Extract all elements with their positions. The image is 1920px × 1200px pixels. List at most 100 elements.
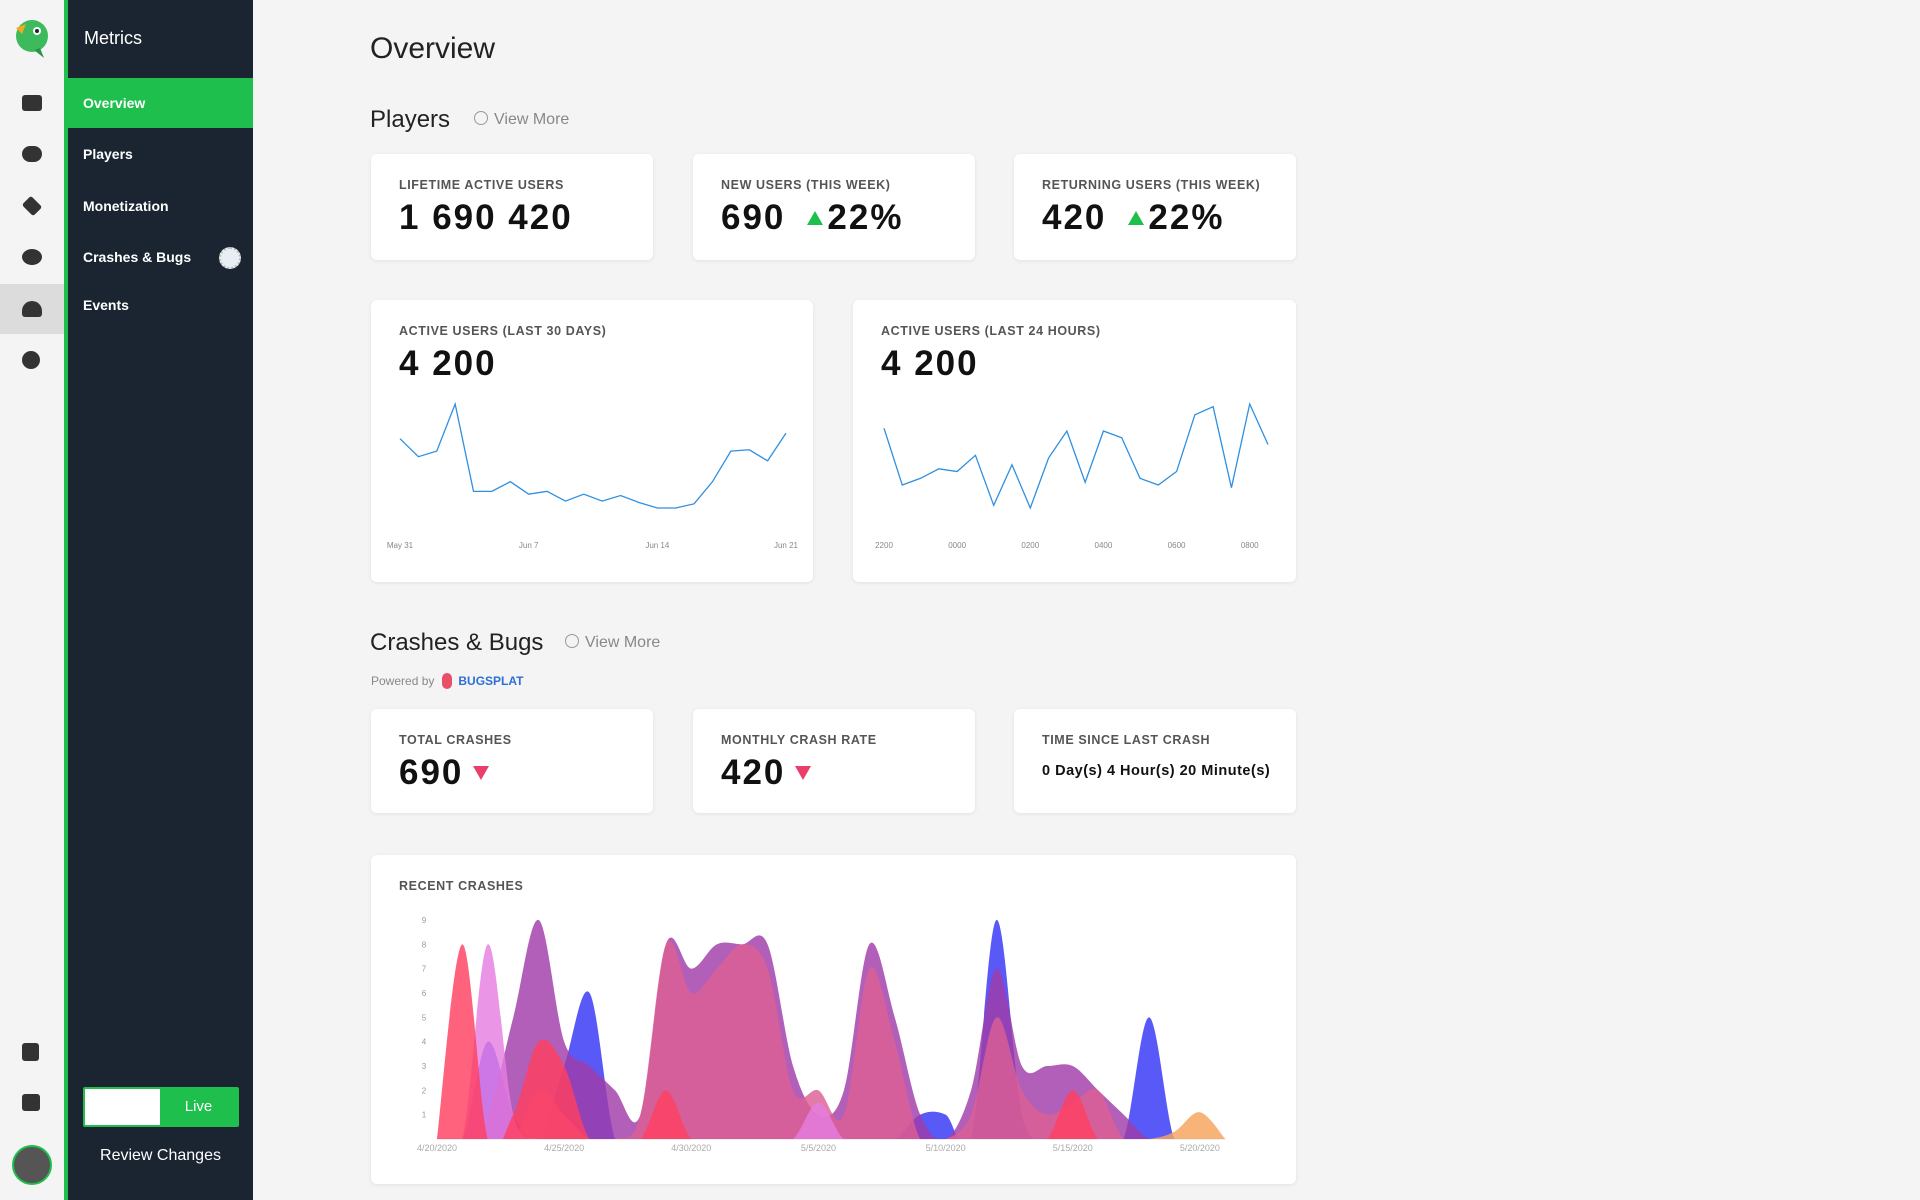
up-arrow (1128, 211, 1145, 225)
y-tick-label: 9 (422, 916, 427, 925)
y-tick-label: 7 (422, 965, 427, 974)
x-tick-label: 5/20/2020 (1180, 1143, 1220, 1153)
card-value-row: 1 690 420 (399, 198, 573, 238)
card-value-row: 420 (721, 753, 812, 793)
card-value: 690 (721, 198, 786, 237)
chart-card: RECENT CRASHES 1 2 3 4 5 6 7 8 9 4/20/2020 4/25/20… (371, 855, 1296, 1184)
review-changes[interactable]: Review Changes (100, 1147, 221, 1164)
stat-card: RETURNING USERS (THIS WEEK) 420 22% (1014, 154, 1296, 260)
y-tick-label: 6 (422, 989, 427, 998)
sidebar-title: Metrics (84, 28, 142, 48)
card-value-row: 420 22% (1042, 198, 1224, 238)
bugsplat-logo (442, 673, 453, 689)
card-value: 420 (721, 753, 786, 792)
section-heading: Players (370, 106, 451, 133)
card-value: 0 Day(s) 4 Hour(s) 20 Minute(s) (1042, 763, 1271, 779)
games-icon[interactable] (22, 146, 42, 162)
card-label: ACTIVE USERS (LAST 30 DAYS) (399, 324, 607, 338)
avatar[interactable] (12, 1145, 52, 1185)
x-tick-label: 0400 (1095, 541, 1113, 550)
down-arrow (473, 766, 490, 780)
card-value: 690 (399, 753, 464, 792)
live-toggle[interactable]: Live (83, 1087, 239, 1127)
stat-card: MONTHLY CRASH RATE 420 (693, 709, 975, 813)
x-tick-label: 0000 (948, 541, 966, 550)
card-change: 22% (1148, 198, 1225, 237)
logo (16, 20, 48, 58)
card-value-row: 690 (399, 753, 490, 793)
nav-item[interactable]: Overview (68, 78, 253, 128)
discord-icon[interactable] (22, 1094, 40, 1111)
area-chart: 1 2 3 4 5 6 7 8 9 4/20/2020 4/25/2020 4/30/2020 5/5/… (417, 916, 1226, 1153)
card-label: TOTAL CRASHES (399, 733, 512, 747)
y-tick-label: 4 (422, 1038, 427, 1047)
home-icon[interactable] (22, 95, 42, 111)
area (437, 919, 1226, 1139)
area (437, 919, 1226, 1139)
x-tick-label: 5/10/2020 (926, 1143, 966, 1153)
nav-item[interactable]: Crashes & Bugs (83, 249, 192, 265)
sidebar: Metrics Overview Players Monetization Cr… (68, 0, 253, 1200)
x-tick-label: Jun 21 (774, 541, 799, 550)
x-tick-label: 2200 (875, 541, 893, 550)
x-tick-label: Jun 14 (645, 541, 670, 550)
toggle-knob (85, 1089, 160, 1125)
view-more[interactable]: View More (474, 111, 569, 129)
stat-card: TIME SINCE LAST CRASH 0 Day(s) 4 Hour(s)… (1014, 709, 1296, 813)
x-tick-label: 0200 (1021, 541, 1039, 550)
layers-icon[interactable] (21, 195, 43, 217)
card-change: 22% (827, 198, 904, 237)
view-more-text: View More (585, 634, 661, 651)
x-tick-label: 5/5/2020 (801, 1143, 836, 1153)
x-tick-label: Jun 7 (519, 541, 539, 550)
nav-item[interactable]: Players (83, 146, 133, 162)
icon-rail (0, 0, 64, 1200)
powered-by-text: Powered by (371, 674, 435, 688)
toggle-label: Live (184, 1098, 213, 1115)
y-tick-label: 3 (422, 1062, 427, 1071)
stat-card: NEW USERS (THIS WEEK) 690 22% (693, 154, 975, 260)
view-more-icon (474, 111, 488, 125)
nav-item[interactable]: Monetization (83, 198, 169, 214)
card-label: MONTHLY CRASH RATE (721, 733, 877, 747)
x-tick-label: May 31 (387, 541, 414, 550)
x-tick-label: 0800 (1241, 541, 1259, 550)
brand: BUGSPLAT (458, 674, 524, 688)
view-more-text: View More (494, 111, 570, 128)
card-value: 420 (1042, 198, 1107, 237)
y-tick-label: 5 (422, 1013, 427, 1022)
section-heading: Crashes & Bugs (370, 629, 544, 656)
card-label: NEW USERS (THIS WEEK) (721, 178, 891, 192)
card-value: 4 200 (399, 344, 497, 383)
card-value-row: 4 200 (399, 344, 497, 384)
stat-card: LIFETIME ACTIVE USERS 1 690 420 (371, 154, 653, 260)
x-tick-label: 0600 (1168, 541, 1186, 550)
settings-icon[interactable] (22, 351, 40, 369)
card-label: LIFETIME ACTIVE USERS (399, 178, 564, 192)
line-chart: May 31 Jun 7 Jun 14 Jun 21 (387, 401, 799, 550)
card-value: 1 690 420 (399, 198, 573, 237)
x-tick-label: 4/25/2020 (544, 1143, 584, 1153)
docs-icon[interactable] (22, 1043, 39, 1061)
bugsplat-badge (219, 247, 241, 269)
card-label: RETURNING USERS (THIS WEEK) (1042, 178, 1261, 192)
card-value: 4 200 (881, 344, 979, 383)
card-label: ACTIVE USERS (LAST 24 HOURS) (881, 324, 1101, 338)
view-more[interactable]: View More (565, 634, 660, 652)
stat-card: TOTAL CRASHES 690 (371, 709, 653, 813)
x-tick-label: 5/15/2020 (1053, 1143, 1093, 1153)
accent-bar (64, 0, 68, 1200)
support-icon[interactable] (22, 249, 42, 265)
metrics-icon[interactable] (22, 301, 42, 317)
x-tick-label: 4/20/2020 (417, 1143, 457, 1153)
up-arrow (807, 211, 824, 225)
view-more-icon (565, 634, 579, 648)
page-title: Overview (370, 32, 496, 65)
nav-item[interactable]: Events (83, 297, 129, 313)
y-tick-label: 1 (422, 1111, 427, 1120)
x-tick-label: 4/30/2020 (671, 1143, 711, 1153)
line (883, 401, 1269, 510)
card-value-row: 690 22% (721, 198, 903, 238)
powered-by: Powered by BUGSPLAT (371, 673, 523, 689)
